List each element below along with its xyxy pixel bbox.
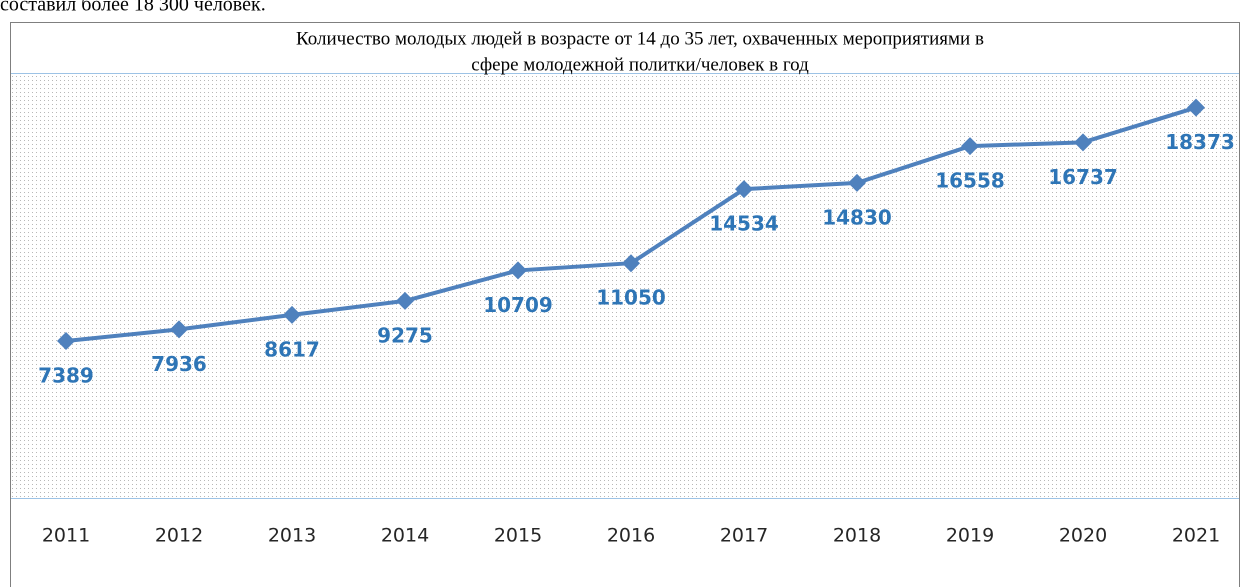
x-tick-label: 2013 — [268, 525, 316, 547]
data-label: 18373 — [1165, 130, 1235, 154]
marker — [283, 305, 301, 324]
data-label: 11050 — [596, 286, 666, 310]
x-tick-label: 2018 — [833, 525, 881, 547]
x-tick-label: 2011 — [42, 525, 90, 547]
marker — [735, 180, 753, 199]
data-label: 9275 — [377, 323, 433, 347]
marker — [509, 261, 527, 280]
marker — [1187, 98, 1205, 117]
data-label: 7936 — [151, 352, 207, 376]
data-label: 16558 — [935, 169, 1005, 193]
marker — [1074, 133, 1092, 152]
marker — [170, 320, 188, 339]
x-tick-label: 2019 — [946, 525, 994, 547]
x-tick-label: 2016 — [607, 525, 655, 547]
data-label: 8617 — [264, 337, 320, 361]
document-text: составил более 18 300 человек. — [0, 0, 266, 16]
marker — [396, 291, 414, 310]
data-label: 7389 — [38, 363, 94, 387]
marker — [57, 331, 75, 350]
chart-title: Количество молодых людей в возрасте от 1… — [296, 28, 984, 49]
x-tick-label: 2017 — [720, 525, 768, 547]
x-tick-label: 2020 — [1059, 525, 1107, 547]
data-label: 16737 — [1048, 165, 1118, 189]
marker — [848, 173, 866, 192]
x-tick-label: 2012 — [155, 525, 203, 547]
data-label: 10709 — [483, 293, 553, 317]
data-label: 14534 — [709, 212, 779, 236]
marker — [961, 137, 979, 156]
chart-title: сфере молодежной политки/человек в год — [471, 54, 809, 75]
x-tick-label: 2021 — [1172, 525, 1220, 547]
marker — [622, 254, 640, 273]
data-label: 14830 — [822, 205, 892, 229]
x-tick-label: 2015 — [494, 525, 542, 547]
x-tick-label: 2014 — [381, 525, 429, 547]
